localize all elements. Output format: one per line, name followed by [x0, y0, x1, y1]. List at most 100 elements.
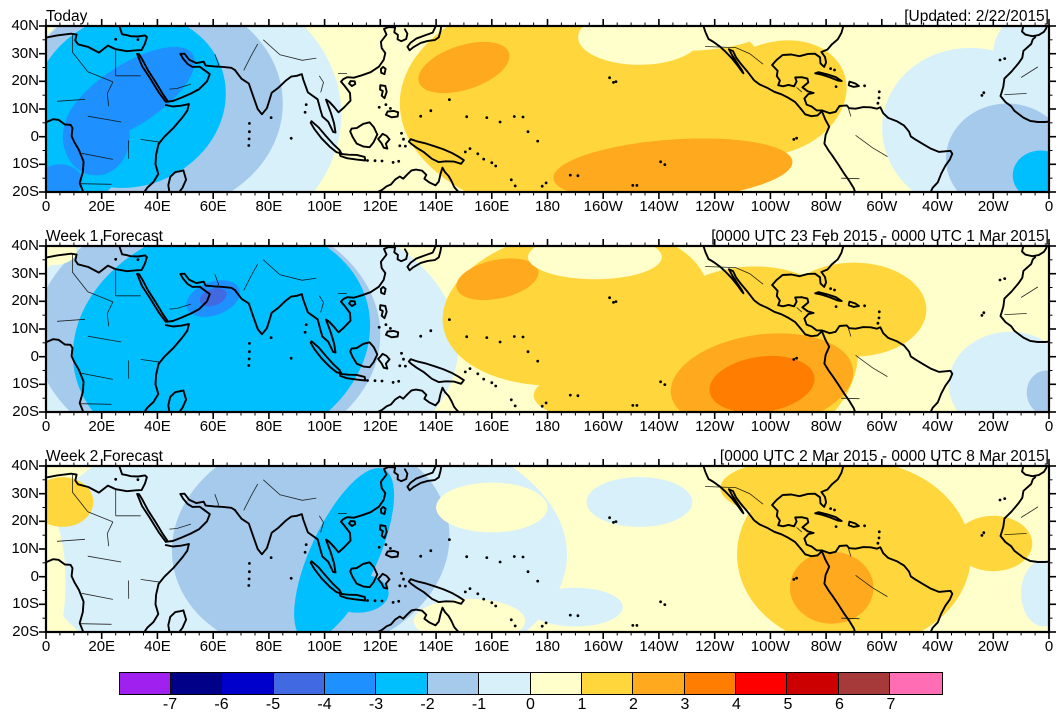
lon-tick-label: 180: [534, 638, 561, 655]
lon-tick-label: 140W: [639, 198, 679, 215]
colorbar-tick-label: -2: [420, 696, 435, 713]
lat-tick-label: 30N: [11, 264, 39, 282]
panel-week2: Week 2 Forecast [0000 UTC 2 Mar 2015 - 0…: [0, 442, 1061, 662]
lon-tick-label: 160W: [583, 198, 623, 215]
colorbar-tick-label: -6: [214, 696, 229, 713]
lon-tick-label: 60W: [866, 418, 898, 435]
lon-tick-label: 100E: [307, 638, 343, 655]
colorbar-cell: [222, 673, 274, 694]
lat-tick-label: 40N: [11, 17, 39, 34]
map-wrap-week1: 40N 30N 20N 10N 0 10S 20S: [11, 238, 1056, 420]
colorbar-cell: [325, 673, 377, 694]
panel-week1-header: Week 1 Forecast [0000 UTC 23 Feb 2015 - …: [46, 222, 1049, 246]
lon-tick-label: 180: [534, 198, 561, 215]
panel-title: Week 1 Forecast: [46, 228, 163, 245]
lon-axis-week2: 0 20E 40E 60E 80E 100E 120E 140E 160E 180 160W 140W…: [42, 632, 1053, 662]
colorbar-cell: [427, 673, 480, 694]
lat-tick-label: 10S: [12, 595, 39, 613]
lat-tick-label: 20S: [12, 403, 39, 420]
colorbar-tick-label: 1: [577, 696, 587, 713]
panel-subtitle: [Updated: 2/22/2015]: [904, 8, 1049, 25]
lat-tick-label: 0: [30, 127, 39, 145]
lon-tick-label: 120W: [695, 418, 735, 435]
colorbar-tick-label: 7: [886, 696, 896, 713]
colorbar-cell: [581, 673, 634, 694]
colorbar-tick-label: 5: [783, 696, 793, 713]
lat-tick-label: 40N: [11, 457, 39, 474]
colorbar-tick-label: 0: [526, 696, 535, 713]
colorbar-cell: [376, 673, 428, 694]
lon-tick-label: 20E: [88, 638, 116, 655]
lon-tick-label: 140W: [639, 418, 679, 435]
lon-tick-label: 80E: [255, 198, 283, 215]
panel-week2-header: Week 2 Forecast [0000 UTC 2 Mar 2015 - 0…: [46, 442, 1049, 466]
colorbar-tick-label: 4: [732, 696, 741, 713]
colorbar-cell: [890, 673, 942, 694]
lon-tick-label: 0: [41, 638, 51, 655]
lon-tick-label: 140E: [418, 638, 454, 655]
lon-tick-label: 80W: [810, 418, 842, 435]
colorbar-cell: [119, 673, 171, 694]
lon-tick-label: 120E: [362, 638, 398, 655]
colorbar-tick-label: -3: [368, 696, 384, 713]
lat-tick-label: 20S: [12, 183, 39, 200]
lon-tick-label: 160W: [583, 418, 623, 435]
lat-tick-label: 20N: [11, 512, 39, 530]
lat-tick-label: 20S: [12, 623, 39, 640]
lat-tick-label: 10N: [11, 540, 39, 557]
lat-tick-label: 30N: [11, 484, 39, 502]
lat-tick-label: 10S: [12, 155, 39, 173]
lat-tick-label: 10N: [11, 320, 39, 337]
lon-tick-label: 40E: [144, 198, 171, 215]
colorbar-cell: [838, 673, 891, 694]
colorbar-cell: [736, 673, 788, 694]
panel-week1: Week 1 Forecast [0000 UTC 23 Feb 2015 - …: [0, 222, 1061, 442]
lon-tick-label: 40E: [144, 638, 171, 655]
panel-subtitle: [0000 UTC 23 Feb 2015 - 0000 UTC 1 Mar 2…: [711, 228, 1049, 245]
map-canvas-week2: [39, 459, 1056, 639]
lon-tick-label: 120E: [362, 198, 398, 215]
lon-tick-label: 40W: [922, 638, 953, 655]
lon-tick-label: 80E: [255, 418, 283, 435]
lon-tick-label: 140E: [418, 418, 454, 435]
lon-tick-label: 140E: [418, 198, 454, 215]
lon-tick-label: 60W: [866, 638, 898, 655]
lon-axis-today: 0 20E 40E 60E 80E 100E 120E 140E 160E 180 160W 140W…: [42, 192, 1053, 222]
colorbar-tick-label: -1: [471, 696, 487, 713]
colorbar-tick-label: -5: [265, 696, 281, 713]
map-canvas-today: [39, 19, 1056, 199]
lon-tick-label: 160E: [474, 418, 510, 435]
lon-tick-label: 80W: [810, 638, 842, 655]
colorbar-cell: [787, 673, 839, 694]
colorbar-tick-label: 2: [629, 696, 638, 713]
lon-tick-label: 120E: [362, 418, 398, 435]
lon-tick-label: 160W: [583, 638, 623, 655]
map-wrap-week2: 40N 30N 20N 10N 0 10S 20S: [11, 458, 1056, 640]
lon-tick-label: 20W: [977, 418, 1009, 435]
lat-tick-label: 40N: [11, 237, 39, 254]
colorbar-cell: [530, 673, 582, 694]
colorbar-cell: [633, 673, 685, 694]
panel-today: Today [Updated: 2/22/2015] 40N 30N 20N 10N 0…: [0, 2, 1061, 222]
lon-tick-label: 0: [1044, 638, 1054, 655]
colorbar-tick-label: -4: [317, 696, 332, 713]
lon-tick-label: 160E: [474, 198, 510, 215]
lon-tick-label: 160E: [474, 638, 510, 655]
lon-tick-label: 120W: [695, 638, 735, 655]
panel-subtitle: [0000 UTC 2 Mar 2015 - 0000 UTC 8 Mar 20…: [719, 448, 1049, 465]
panel-title: Today: [46, 8, 88, 25]
lon-tick-label: 20E: [88, 198, 116, 215]
lon-tick-label: 80W: [810, 198, 842, 215]
lat-tick-label: 30N: [11, 44, 39, 62]
lon-tick-label: 40W: [922, 418, 953, 435]
lon-tick-label: 0: [1044, 198, 1054, 215]
colorbar-labels: -7 -6 -5 -4 -3 -2 -1 0 1 2 3 4 5 6 7: [119, 695, 943, 717]
lon-tick-label: 20W: [977, 198, 1009, 215]
lon-tick-label: 100E: [307, 198, 343, 215]
lon-tick-label: 0: [1044, 418, 1054, 435]
lon-axis-week1: 0 20E 40E 60E 80E 100E 120E 140E 160E 180 160W 140W…: [42, 412, 1053, 442]
lon-tick-label: 100W: [750, 638, 790, 655]
lat-tick-label: 0: [30, 347, 39, 365]
lat-tick-label: 10N: [11, 100, 39, 117]
colorbar-tick-label: 3: [680, 696, 690, 713]
